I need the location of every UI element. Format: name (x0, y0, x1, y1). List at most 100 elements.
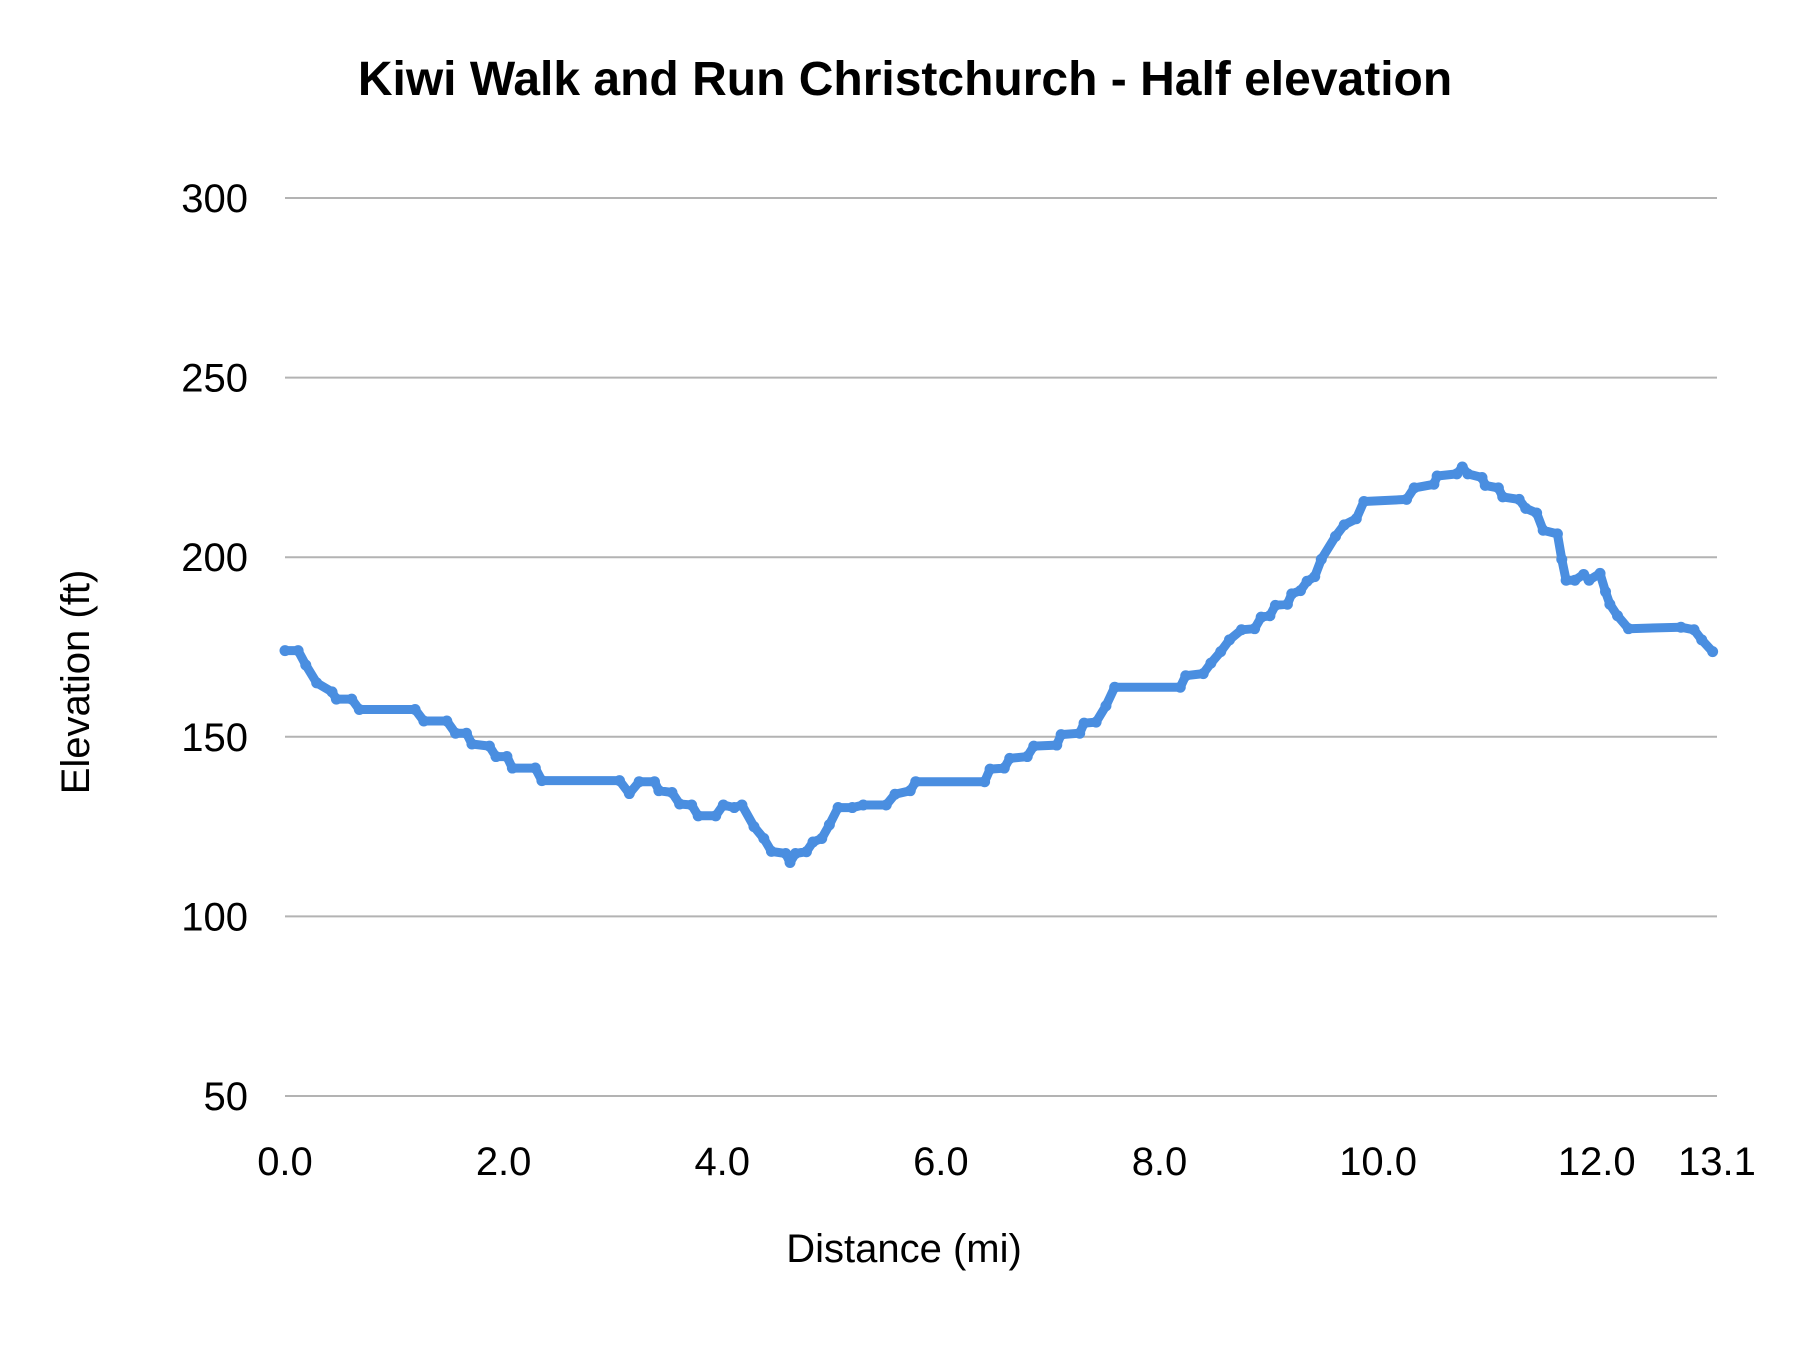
data-point (330, 693, 342, 705)
data-point (1560, 574, 1572, 586)
data-point (816, 832, 828, 844)
data-point (1551, 528, 1563, 540)
data-point (292, 645, 304, 657)
data-point (1431, 470, 1443, 482)
chart-title: Kiwi Walk and Run Christchurch - Half el… (358, 53, 1452, 106)
data-point (1197, 668, 1209, 680)
gridlines (285, 197, 1717, 1097)
data-point (1078, 717, 1090, 729)
x-tick-label: 10.0 (1339, 1140, 1417, 1184)
data-point (1100, 700, 1112, 712)
data-point (1329, 530, 1341, 542)
data-point (758, 832, 770, 844)
y-tick-label: 100 (181, 895, 248, 939)
data-point (1350, 513, 1362, 525)
data-point (857, 799, 869, 811)
data-point (409, 704, 421, 716)
data-point (686, 799, 698, 811)
data-point (1249, 623, 1261, 635)
data-point (1215, 646, 1227, 658)
series-layer (279, 461, 1719, 869)
y-tick-label: 150 (181, 716, 248, 760)
data-point (1428, 478, 1440, 490)
data-point (1281, 598, 1293, 610)
data-point (1612, 610, 1624, 622)
data-point (536, 775, 548, 787)
data-point (1583, 574, 1595, 586)
data-point (1556, 553, 1568, 565)
data-point (450, 727, 462, 739)
x-tick-label: 2.0 (476, 1140, 532, 1184)
data-point (1109, 681, 1121, 693)
data-point (1492, 482, 1504, 494)
data-point (1028, 740, 1040, 752)
data-point (765, 845, 777, 857)
data-point (1707, 646, 1719, 658)
data-point (1688, 624, 1700, 636)
data-point (1180, 670, 1192, 682)
data-point (998, 762, 1010, 774)
data-point (1408, 482, 1420, 494)
data-point (460, 727, 472, 739)
y-tick-label: 300 (181, 177, 248, 221)
x-tick-label: 4.0 (694, 1140, 750, 1184)
y-tick-label: 50 (204, 1075, 249, 1119)
data-point (784, 857, 796, 869)
data-point (1520, 502, 1532, 514)
data-point (1223, 634, 1235, 646)
data-point (1600, 586, 1612, 598)
data-point (1675, 621, 1687, 633)
data-point (529, 762, 541, 774)
y-tick-label: 250 (181, 357, 248, 401)
data-point (666, 786, 678, 798)
data-point (1264, 610, 1276, 622)
data-point (717, 799, 729, 811)
data-point (1205, 657, 1217, 669)
data-point (1479, 479, 1491, 491)
data-point (807, 836, 819, 848)
data-point (1569, 574, 1581, 586)
x-tick-label: 12.0 (1558, 1140, 1636, 1184)
data-point (1358, 496, 1370, 508)
data-point (1462, 468, 1474, 480)
x-axis-label: Distance (mi) (786, 1227, 1022, 1271)
y-axis-label: Elevation (ft) (54, 570, 98, 795)
data-point (823, 819, 835, 831)
data-point (674, 798, 686, 810)
data-point (846, 802, 858, 814)
data-point (1286, 588, 1298, 600)
data-point (800, 846, 812, 858)
x-tick-label: 8.0 (1132, 1140, 1188, 1184)
data-point (1594, 567, 1606, 579)
data-point (483, 740, 495, 752)
data-point (1269, 599, 1281, 611)
data-point (648, 776, 660, 788)
data-point (889, 788, 901, 800)
data-point (710, 810, 722, 822)
data-point (979, 776, 991, 788)
data-point (1315, 553, 1327, 565)
data-point (279, 645, 291, 657)
data-point (653, 785, 665, 797)
data-point (1255, 611, 1267, 623)
data-point (692, 810, 704, 822)
data-point (1696, 634, 1708, 646)
data-point (910, 776, 922, 788)
data-point (1004, 752, 1016, 764)
data-point (506, 762, 518, 774)
data-point (441, 715, 453, 727)
data-point (1513, 493, 1525, 505)
data-point (1622, 623, 1634, 635)
data-point (346, 693, 358, 705)
data-point (1531, 507, 1543, 519)
data-point (1090, 716, 1102, 728)
data-point (880, 799, 892, 811)
x-tick-label: 0.0 (257, 1140, 313, 1184)
y-tick-label: 200 (181, 536, 248, 580)
data-point (1295, 585, 1307, 597)
data-point (1338, 519, 1350, 531)
data-point (1497, 491, 1509, 503)
y-axis-ticks: 50 100 150 200 250 300 (181, 177, 248, 1119)
data-point (466, 738, 478, 750)
